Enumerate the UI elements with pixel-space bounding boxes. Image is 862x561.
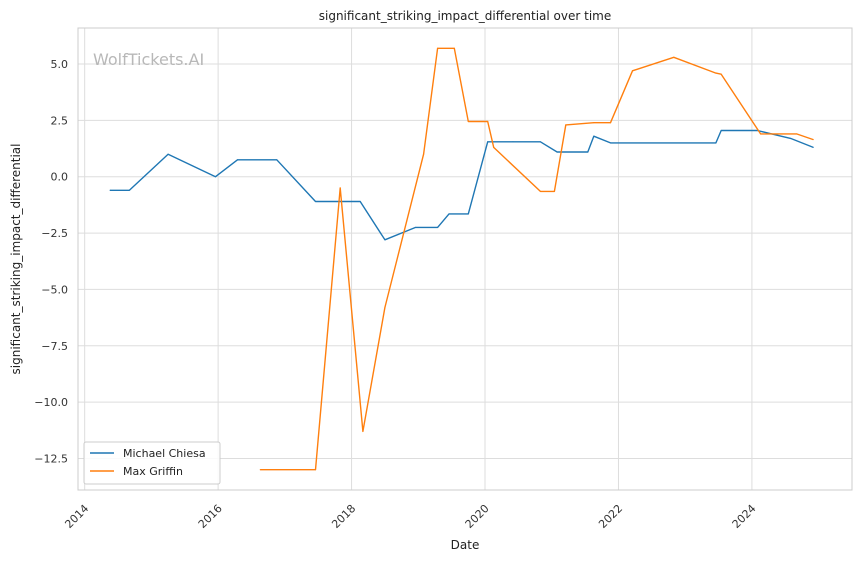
data-point (715, 142, 717, 144)
data-point (487, 121, 489, 122)
data-point (720, 130, 722, 131)
data-point (673, 56, 675, 58)
data-point (512, 141, 514, 143)
data-point (339, 201, 341, 202)
grid-lines (78, 28, 852, 490)
y-axis-label: significant_striking_impact_differential (9, 144, 23, 375)
y-tick-label: −5.0 (41, 283, 68, 296)
data-point (128, 189, 130, 191)
data-point (237, 159, 238, 161)
data-point (632, 70, 633, 72)
data-point (259, 469, 261, 471)
data-point (593, 135, 595, 137)
data-point (339, 187, 341, 189)
y-tick-label: 5.0 (51, 58, 69, 71)
data-point (487, 141, 489, 143)
data-point (362, 430, 364, 432)
data-point (593, 122, 595, 124)
y-tick-label: −2.5 (41, 227, 68, 240)
data-point (796, 133, 798, 135)
data-point (423, 153, 425, 155)
data-point (315, 469, 316, 471)
series-line-michael-chiesa (110, 129, 814, 241)
data-point (556, 151, 558, 153)
data-point (384, 239, 386, 241)
y-tick-label: −7.5 (41, 340, 68, 353)
data-point (610, 122, 611, 124)
data-point (610, 142, 611, 144)
legend-label: Max Griffin (123, 465, 183, 478)
data-point (467, 121, 469, 122)
data-point (493, 146, 495, 148)
data-point (437, 226, 439, 228)
watermark: WolfTickets.AI (93, 50, 204, 69)
data-point (467, 213, 469, 215)
series-layer (109, 47, 814, 471)
data-point (359, 201, 361, 202)
y-tick-label: −10.0 (34, 396, 68, 409)
legend-label: Michael Chiesa (123, 447, 206, 460)
plot-area (77, 27, 853, 491)
data-point (384, 307, 386, 308)
y-tick-label: −12.5 (34, 452, 68, 465)
data-point (553, 190, 555, 192)
data-point (453, 47, 455, 49)
y-tick-label: 0.0 (51, 171, 69, 184)
data-point (539, 190, 541, 192)
data-point (565, 124, 567, 126)
data-point (587, 151, 589, 153)
data-point (715, 72, 717, 74)
data-point (215, 176, 216, 178)
data-point (448, 213, 450, 215)
data-point (720, 73, 722, 75)
x-axis-label: Date (451, 538, 480, 552)
data-point (315, 201, 316, 202)
data-point (790, 137, 792, 139)
data-point (415, 226, 417, 228)
data-point (167, 153, 169, 155)
legend-box (83, 441, 221, 485)
data-point (812, 146, 814, 148)
data-point (437, 47, 439, 49)
y-tick-label: 2.5 (51, 114, 69, 127)
chart-title: significant_striking_impact_differential… (319, 9, 611, 23)
data-point (109, 189, 111, 191)
data-point (812, 139, 814, 141)
data-point (760, 133, 762, 135)
data-point (276, 159, 278, 161)
data-point (539, 141, 541, 143)
legend: Michael Chiesa Max Griffin (83, 441, 221, 485)
y-axis: 5.0 2.5 0.0 −2.5 −5.0 −7.5 −10.0 −12.5 (34, 58, 68, 465)
